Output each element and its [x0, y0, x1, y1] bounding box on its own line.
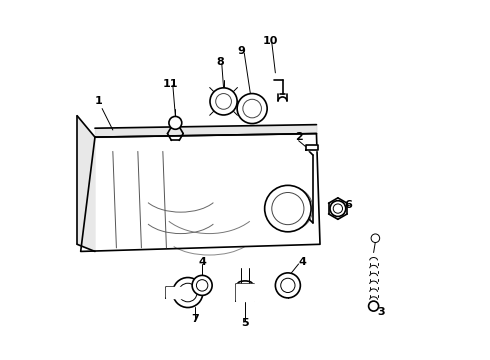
Text: 4: 4	[198, 257, 206, 267]
Text: 8: 8	[216, 57, 224, 67]
Circle shape	[368, 301, 379, 311]
Circle shape	[169, 116, 182, 129]
Circle shape	[265, 185, 311, 232]
Circle shape	[178, 283, 197, 302]
Text: 3: 3	[377, 307, 385, 317]
Circle shape	[371, 234, 380, 243]
Polygon shape	[236, 284, 254, 301]
Circle shape	[275, 273, 300, 298]
Text: 11: 11	[162, 78, 178, 89]
Polygon shape	[81, 134, 320, 251]
Text: 4: 4	[298, 257, 306, 267]
Text: 7: 7	[191, 314, 199, 324]
Text: 1: 1	[95, 96, 102, 107]
Text: 6: 6	[344, 200, 352, 210]
Text: 10: 10	[262, 36, 278, 46]
Circle shape	[192, 275, 212, 296]
Circle shape	[330, 201, 346, 216]
Circle shape	[333, 204, 343, 213]
Circle shape	[196, 280, 208, 291]
Circle shape	[243, 99, 262, 118]
Circle shape	[272, 193, 304, 225]
Circle shape	[237, 94, 267, 123]
Polygon shape	[167, 287, 184, 298]
Circle shape	[210, 88, 237, 115]
Circle shape	[173, 278, 203, 307]
Text: 9: 9	[238, 46, 245, 57]
Polygon shape	[77, 116, 95, 251]
Text: 2: 2	[294, 132, 302, 142]
Text: 5: 5	[241, 318, 249, 328]
Circle shape	[216, 94, 231, 109]
Polygon shape	[306, 145, 318, 150]
Circle shape	[281, 278, 295, 293]
